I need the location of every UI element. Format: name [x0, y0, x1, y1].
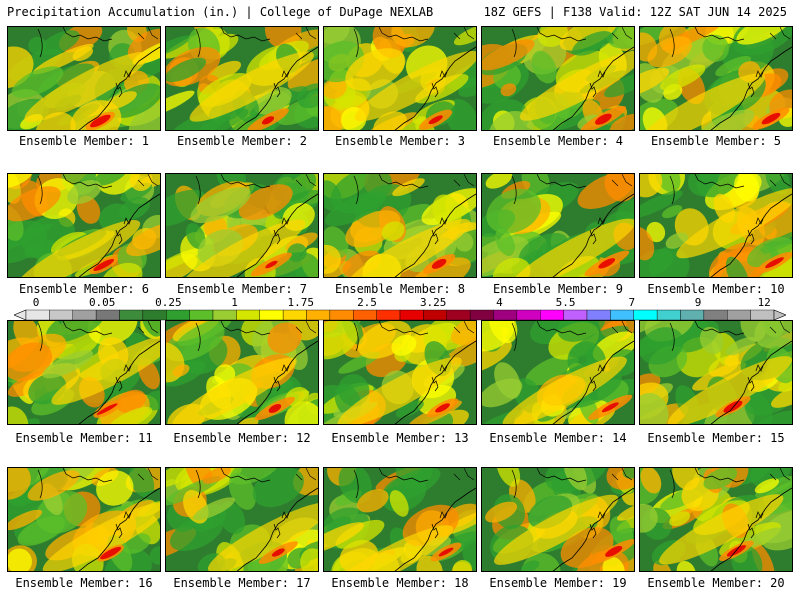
colorbar-tick-label: 0	[32, 296, 40, 309]
colorbar-tick-label: 0.05	[88, 296, 116, 309]
member-label: Ensemble Member: 2	[176, 134, 308, 148]
member-label: Ensemble Member: 6	[18, 282, 150, 296]
ensemble-map-8	[323, 173, 477, 278]
member-label: Ensemble Member: 1	[18, 134, 150, 148]
colorbar-swatch	[236, 309, 260, 321]
member-label: Ensemble Member: 20	[647, 576, 785, 590]
colorbar-tick-label: 9	[694, 296, 702, 309]
ensemble-map-20	[639, 467, 793, 572]
colorbar-swatch	[399, 309, 424, 321]
member-label: Ensemble Member: 3	[334, 134, 466, 148]
member-label: Ensemble Member: 7	[176, 282, 308, 296]
member-label: Ensemble Member: 15	[647, 431, 785, 445]
member-label: Ensemble Member: 19	[489, 576, 627, 590]
ensemble-map-18	[323, 467, 477, 572]
colorbar-swatch	[633, 309, 658, 321]
colorbar-tick-label: 0.25	[155, 296, 182, 309]
colorbar-tick-label: 1	[231, 296, 238, 309]
ensemble-map-12	[165, 320, 319, 425]
member-label: Ensemble Member: 4	[492, 134, 624, 148]
colorbar-swatch	[563, 309, 588, 321]
colorbar-swatch	[166, 309, 190, 321]
colorbar-swatch	[656, 309, 681, 321]
colorbar-tick-label: 4	[496, 296, 503, 309]
member-label: Ensemble Member: 8	[334, 282, 466, 296]
colorbar-arrow-right	[773, 309, 786, 321]
ensemble-map-19	[481, 467, 635, 572]
colorbar-swatch	[727, 309, 751, 321]
colorbar-swatch	[586, 309, 611, 321]
ensemble-map-4	[481, 26, 635, 131]
member-label: Ensemble Member: 13	[331, 431, 469, 445]
colorbar-tick-label: 12	[757, 296, 771, 309]
member-label: Ensemble Member: 14	[489, 431, 627, 445]
member-label: Ensemble Member: 5	[650, 134, 782, 148]
colorbar-swatch	[353, 309, 377, 321]
ensemble-map-2	[165, 26, 319, 131]
member-label: Ensemble Member: 12	[173, 431, 311, 445]
colorbar-swatch	[446, 309, 471, 321]
colorbar-swatch	[703, 309, 728, 321]
ensemble-map-14	[481, 320, 635, 425]
colorbar-swatch	[212, 309, 237, 321]
ensemble-map-17	[165, 467, 319, 572]
colorbar-swatch	[750, 309, 775, 321]
colorbar-swatch	[142, 309, 167, 321]
map-title: Precipitation Accumulation (in.) | Colle…	[7, 5, 434, 19]
colorbar-swatch	[469, 309, 494, 321]
colorbar-swatch	[189, 309, 214, 321]
colorbar-tick-label: 3.25	[419, 296, 447, 309]
ensemble-map-11	[7, 320, 161, 425]
member-label: Ensemble Member: 9	[492, 282, 624, 296]
colorbar-swatch	[376, 309, 401, 321]
colorbar-swatch	[423, 309, 447, 321]
colorbar-swatch	[610, 309, 634, 321]
ensemble-map-6	[7, 173, 161, 278]
ensemble-map-5	[639, 26, 793, 131]
ensemble-map-9	[481, 173, 635, 278]
colorbar-swatch	[306, 309, 331, 321]
colorbar-swatch	[516, 309, 541, 321]
member-label: Ensemble Member: 17	[173, 576, 311, 590]
colorbar-swatch	[282, 309, 307, 321]
colorbar-swatch	[493, 309, 518, 321]
ensemble-map-3	[323, 26, 477, 131]
colorbar-swatch	[25, 309, 50, 321]
ensemble-map-15	[639, 320, 793, 425]
colorbar-tick-label: 5.5	[555, 296, 576, 309]
member-label: Ensemble Member: 16	[15, 576, 153, 590]
colorbar-arrow-left	[14, 309, 27, 321]
colorbar	[14, 309, 786, 321]
ensemble-map-1	[7, 26, 161, 131]
colorbar-swatch	[259, 309, 284, 321]
member-label: Ensemble Member: 10	[647, 282, 785, 296]
colorbar-swatch	[95, 309, 120, 321]
colorbar-swatch	[680, 309, 705, 321]
member-label: Ensemble Member: 11	[15, 431, 153, 445]
valid-time: 18Z GEFS | F138 Valid: 12Z SAT JUN 14 20…	[483, 5, 787, 19]
ensemble-map-13	[323, 320, 477, 425]
ensemble-map-7	[165, 173, 319, 278]
ensemble-map-10	[639, 173, 793, 278]
colorbar-swatch	[72, 309, 97, 321]
colorbar-tick-label: 1.75	[287, 296, 315, 309]
member-label: Ensemble Member: 18	[331, 576, 469, 590]
colorbar-tick-label: 2.5	[357, 296, 377, 309]
colorbar-swatch	[540, 309, 564, 321]
colorbar-swatch	[119, 309, 144, 321]
ensemble-map-16	[7, 467, 161, 572]
colorbar-swatch	[49, 309, 73, 321]
colorbar-tick-label: 7	[628, 296, 636, 309]
colorbar-swatch	[329, 309, 354, 321]
